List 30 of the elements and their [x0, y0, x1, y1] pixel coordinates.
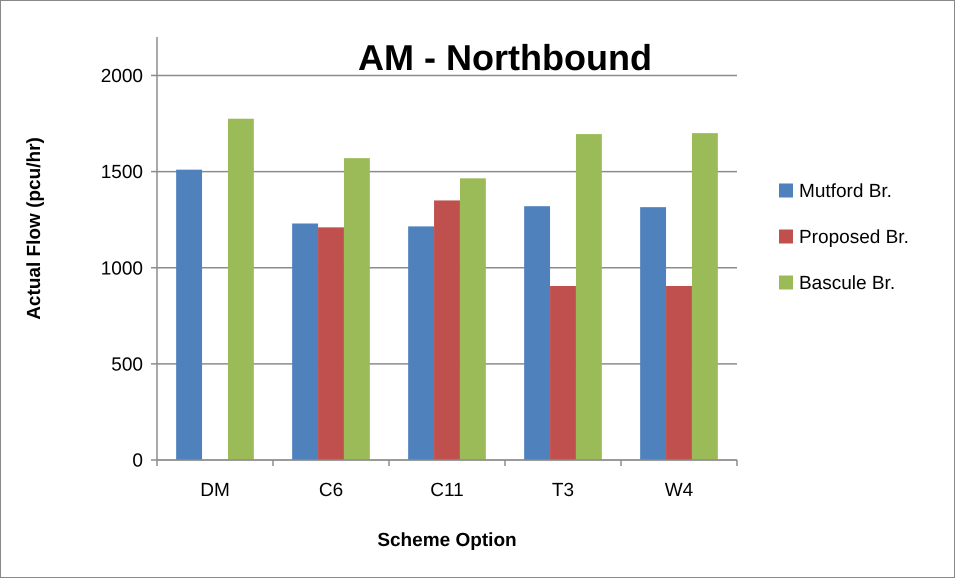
bar — [318, 227, 344, 460]
bar — [408, 226, 434, 460]
bar — [666, 286, 692, 460]
x-tick-label: C6 — [318, 480, 344, 501]
chart-title: AM - Northbound — [358, 37, 652, 78]
bar — [434, 200, 460, 460]
bar — [524, 206, 550, 460]
bar — [692, 133, 718, 460]
y-tick-label: 1000 — [100, 258, 143, 280]
x-axis-title: Scheme Option — [377, 530, 517, 551]
bar — [176, 170, 202, 460]
y-tick-label: 2000 — [100, 66, 143, 88]
y-tick-label: 500 — [111, 354, 143, 376]
y-tick-label: 0 — [132, 450, 143, 472]
bar — [344, 158, 370, 460]
legend-label: Mutford Br. — [799, 181, 892, 202]
bar — [640, 207, 666, 460]
legend-label: Bascule Br. — [799, 273, 896, 294]
bar — [228, 118, 254, 460]
x-tick-label: T3 — [552, 480, 574, 501]
bar — [460, 178, 486, 460]
y-tick-label: 1500 — [100, 162, 143, 184]
y-axis-title: Actual Flow (pcu/hr) — [24, 137, 45, 320]
bar — [292, 224, 318, 460]
bar — [550, 286, 576, 460]
legend-label: Proposed Br. — [799, 227, 909, 248]
x-tick-label: W4 — [664, 480, 694, 501]
bar — [576, 134, 602, 460]
x-tick-label: C11 — [430, 480, 464, 501]
x-tick-label: DM — [200, 480, 230, 501]
